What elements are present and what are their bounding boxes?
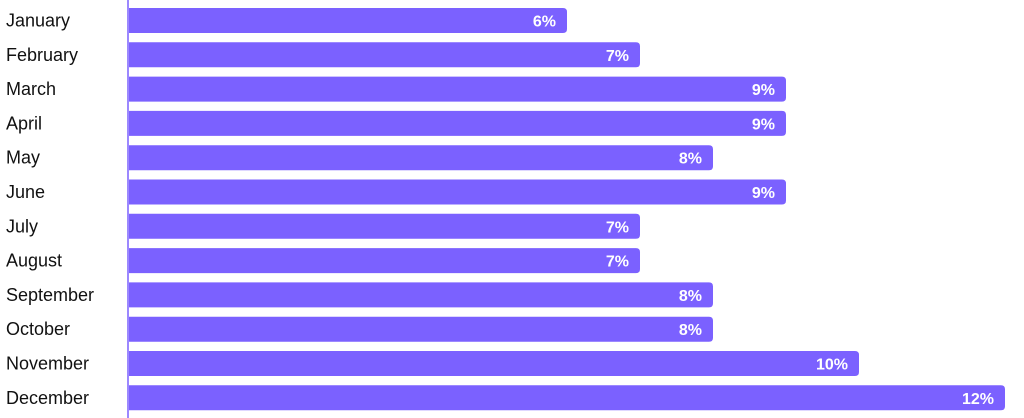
value-label-may: 8% (679, 151, 702, 168)
value-label-august: 7% (606, 254, 629, 271)
value-label-january: 6% (533, 14, 556, 31)
value-label-july: 7% (606, 219, 629, 236)
category-label-may: May (6, 148, 40, 168)
bar-february (129, 42, 640, 68)
bar-july (129, 213, 640, 239)
bar-june (129, 179, 786, 205)
value-label-october: 8% (679, 322, 702, 339)
value-label-november: 10% (816, 357, 848, 374)
bar-august (129, 248, 640, 274)
category-label-november: November (6, 354, 89, 374)
category-label-june: June (6, 182, 45, 202)
value-label-april: 9% (752, 116, 775, 133)
bar-march (129, 76, 786, 102)
category-label-december: December (6, 388, 89, 408)
value-label-february: 7% (606, 48, 629, 65)
value-label-december: 12% (962, 391, 994, 408)
category-label-february: February (6, 45, 78, 65)
bar-november (129, 351, 859, 376)
category-label-april: April (6, 113, 42, 133)
category-label-october: October (6, 319, 70, 339)
bar-april (129, 110, 786, 136)
category-label-july: July (6, 216, 38, 236)
category-label-january: January (6, 11, 70, 31)
value-label-june: 9% (752, 185, 775, 202)
value-label-september: 8% (679, 288, 702, 305)
value-label-march: 9% (752, 82, 775, 99)
bar-january (129, 8, 567, 33)
bar-may (129, 145, 713, 171)
category-label-august: August (6, 251, 62, 271)
bar-september (129, 282, 713, 308)
category-label-september: September (6, 285, 94, 305)
category-label-march: March (6, 79, 56, 99)
bar-october (129, 316, 713, 342)
bar-december (129, 385, 1005, 411)
